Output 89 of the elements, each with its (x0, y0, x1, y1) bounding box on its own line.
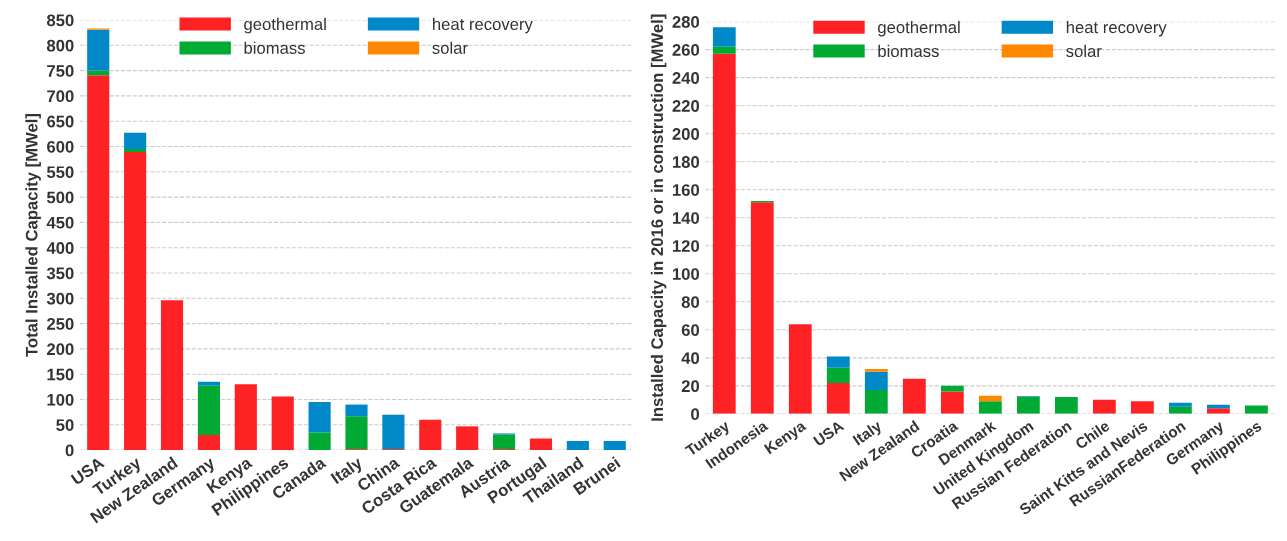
bar (529, 438, 553, 451)
y-tick-label: 850 (46, 14, 74, 27)
y-tick-label: 200 (672, 128, 700, 140)
bar (978, 401, 1002, 414)
bar (978, 395, 1002, 402)
legend-label: geothermal (244, 17, 326, 34)
bar (940, 391, 964, 414)
bar (308, 402, 331, 433)
y-tick-label: 200 (47, 343, 74, 356)
y-tick-label: 600 (47, 140, 74, 153)
y-tick-label: 120 (672, 240, 700, 252)
bar (1245, 405, 1268, 414)
bar (271, 396, 294, 451)
y-tick-label: 0 (691, 408, 700, 421)
y-tick-label: 260 (672, 44, 700, 56)
y-tick-label: 0 (65, 444, 74, 457)
y-tick-label: 450 (46, 216, 74, 229)
bar (1092, 399, 1116, 414)
bar (1054, 397, 1078, 414)
bar (419, 419, 442, 451)
y-tick-label: 220 (672, 100, 700, 112)
legend-label: solar (1066, 44, 1102, 58)
y-tick-label: 100 (47, 393, 74, 406)
bar (712, 46, 736, 54)
bar (308, 432, 331, 451)
bar (197, 381, 220, 386)
legend-label: heat recovery (433, 17, 533, 34)
bar (603, 441, 626, 451)
y-tick-label: 40 (681, 352, 700, 365)
y-tick-label: 750 (47, 65, 74, 77)
bar (456, 426, 479, 451)
bar (750, 202, 774, 414)
y-tick-label: 250 (47, 318, 74, 330)
y-tick-label: 60 (681, 324, 700, 337)
bar (197, 434, 220, 451)
bar (493, 434, 516, 450)
bar (87, 29, 110, 71)
y-tick-label: 550 (46, 166, 74, 179)
y-tick-label: 700 (47, 90, 74, 103)
y-tick-label: 50 (56, 419, 74, 432)
y-tick-label: 300 (46, 292, 74, 305)
bar (712, 27, 736, 47)
bar (382, 414, 405, 450)
bar (234, 384, 257, 451)
y-tick-label: 240 (672, 72, 700, 84)
legend-label: heat recovery (1066, 20, 1167, 37)
bar (124, 149, 147, 153)
y-tick-label: 100 (672, 268, 700, 280)
legend-label: biomass (244, 41, 305, 54)
y-tick-label: 650 (47, 115, 74, 128)
bar (87, 75, 110, 451)
y-tick-label: 150 (47, 368, 74, 381)
bar (826, 367, 850, 384)
y-tick-label: 800 (46, 39, 74, 52)
y-axis-title: Installed Capacity in 2016 or in construction [MWel] (650, 14, 667, 421)
bar (826, 383, 850, 414)
legend-label: solar (432, 41, 468, 54)
bar (160, 300, 184, 451)
bar (345, 416, 368, 450)
bar (864, 390, 888, 414)
bar (712, 53, 736, 414)
bar (864, 371, 888, 391)
bar (788, 324, 812, 414)
bar (124, 132, 147, 150)
y-tick-label: 180 (672, 156, 700, 168)
bar (124, 152, 147, 451)
bar (345, 404, 368, 417)
bar (826, 356, 850, 368)
bar (940, 385, 964, 392)
y-tick-label: 140 (672, 212, 700, 224)
y-tick-label: 500 (46, 191, 74, 204)
bar (1207, 408, 1230, 414)
y-axis-title: Total Installed Capacity [MWel] (25, 114, 41, 357)
legend-label: biomass (878, 44, 939, 58)
bar (902, 378, 926, 414)
y-tick-label: 350 (46, 267, 74, 280)
y-tick-label: 280 (672, 16, 700, 28)
bar (197, 385, 220, 435)
y-tick-label: 20 (681, 380, 700, 393)
bar (1168, 402, 1192, 407)
y-tick-label: 400 (46, 242, 74, 254)
x-tick-label: USA (812, 419, 845, 447)
bar (864, 369, 888, 372)
y-tick-label: 160 (672, 184, 700, 196)
bar (1016, 397, 1040, 414)
legend-label: geothermal (878, 20, 960, 37)
bar (1130, 401, 1154, 414)
y-tick-label: 80 (681, 296, 700, 308)
bar (566, 441, 589, 451)
